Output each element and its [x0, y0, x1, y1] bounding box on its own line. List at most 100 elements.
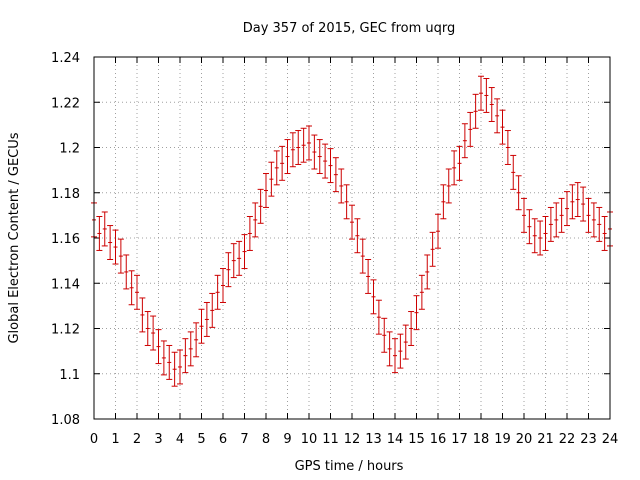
y-tick-label: 1.1 — [59, 368, 80, 383]
error-bar-point — [101, 211, 108, 247]
error-bar-point — [392, 338, 398, 374]
y-tick-labels: 1.08 1.1 1.12 1.14 1.16 1.18 1.2 1.22 1.24 — [51, 51, 80, 428]
error-bar-point — [284, 139, 291, 175]
y-tick-label: 1.22 — [51, 96, 80, 111]
error-bar-point — [187, 331, 194, 367]
error-bar-point — [402, 324, 409, 360]
error-bar-point — [349, 204, 355, 240]
error-bar-point — [96, 216, 103, 251]
error-bar-point — [295, 130, 302, 165]
error-bar-point — [461, 123, 468, 159]
error-bar-point — [128, 270, 135, 306]
error-bar-point — [585, 197, 592, 233]
error-bar-point — [257, 188, 264, 224]
error-bar-point — [144, 311, 151, 346]
x-tick-label: 18 — [473, 432, 490, 447]
error-bar-point — [155, 329, 162, 365]
plot-frame — [93, 56, 611, 420]
error-bar-point — [521, 197, 527, 233]
axis-ticks — [93, 56, 611, 420]
x-tick-label: 19 — [494, 432, 511, 447]
error-bar-point — [440, 184, 447, 220]
error-bar-point — [510, 154, 517, 190]
error-bar-point — [359, 238, 366, 274]
error-bar-point — [220, 268, 226, 303]
error-bar-point — [279, 145, 286, 181]
error-bar-point — [365, 258, 372, 294]
error-bar-point — [488, 87, 495, 122]
x-axis-label: GPS time / hours — [295, 459, 404, 474]
error-bar-point — [273, 150, 280, 186]
error-bar-point — [526, 209, 533, 245]
x-tick-label: 20 — [516, 432, 533, 447]
x-tick-label: 7 — [240, 432, 248, 447]
error-bar-point — [327, 148, 334, 184]
y-tick-label: 1.24 — [51, 51, 80, 66]
error-bar-point — [580, 186, 587, 222]
error-bar-point — [515, 175, 522, 211]
error-bar-point — [316, 139, 323, 175]
x-tick-label: 9 — [283, 432, 291, 447]
error-bar-point — [601, 216, 608, 251]
error-bar-point — [311, 134, 318, 170]
x-tick-label: 14 — [387, 432, 404, 447]
error-bar-point — [386, 331, 393, 367]
x-tick-label: 23 — [580, 432, 597, 447]
error-bar-point — [177, 349, 183, 385]
x-tick-label: 4 — [176, 432, 184, 447]
error-bar-point — [537, 220, 544, 256]
y-tick-label: 1.2 — [59, 142, 80, 157]
error-bar-point — [381, 317, 388, 353]
x-tick-label: 3 — [154, 432, 162, 447]
error-bar-point — [230, 243, 237, 279]
y-tick-label: 1.12 — [51, 323, 80, 338]
error-bar-point — [246, 216, 253, 251]
error-bar-point — [451, 150, 458, 186]
error-bar-point — [343, 184, 350, 220]
error-bar-point — [134, 274, 140, 310]
error-bar-point — [354, 218, 361, 254]
error-bar-point — [171, 351, 178, 387]
error-bar-point — [166, 344, 173, 380]
y-tick-label: 1.08 — [51, 413, 80, 428]
error-bar-point — [306, 125, 312, 161]
error-bar-point — [499, 109, 506, 145]
data-points — [91, 75, 613, 387]
chart-title: Day 357 of 2015, GEC from uqrg — [243, 21, 456, 36]
x-tick-label: 17 — [451, 432, 468, 447]
x-tick-label: 2 — [133, 432, 141, 447]
error-bar-point — [123, 254, 130, 290]
error-bar-point — [182, 338, 189, 374]
y-tick-label: 1.18 — [51, 187, 80, 202]
x-tick-label: 6 — [219, 432, 227, 447]
x-tick-label: 10 — [301, 432, 318, 447]
error-bar-point — [193, 322, 200, 358]
error-bar-point — [429, 231, 436, 267]
error-bar-point — [418, 274, 425, 310]
error-bar-point — [150, 315, 157, 351]
x-tick-labels: 0 1 2 3 4 5 6 7 8 9 10 11 12 13 14 15 16 17 18 19 20 21 22 23 24 — [90, 432, 618, 447]
error-bar-point — [236, 240, 243, 276]
error-bar-point — [483, 77, 490, 113]
error-bar-point — [413, 295, 420, 331]
error-bar-point — [542, 216, 549, 251]
error-bar-point — [268, 161, 275, 197]
x-tick-label: 0 — [90, 432, 98, 447]
error-bar-point — [558, 197, 565, 233]
error-bar-point — [408, 311, 415, 346]
error-bar-point — [370, 279, 377, 315]
error-bar-point — [112, 229, 119, 265]
x-tick-label: 1 — [111, 432, 119, 447]
error-bar-point — [375, 299, 382, 335]
error-bar-point — [332, 157, 339, 193]
x-tick-label: 16 — [430, 432, 447, 447]
error-bar-point — [160, 340, 167, 376]
x-tick-label: 21 — [537, 432, 554, 447]
error-bar-point — [397, 333, 404, 369]
error-bar-point — [569, 184, 576, 220]
error-bar-point — [445, 168, 452, 204]
error-bar-point — [209, 292, 216, 328]
x-tick-label: 24 — [602, 432, 619, 447]
error-bar-point — [225, 252, 232, 288]
x-tick-label: 11 — [322, 432, 339, 447]
